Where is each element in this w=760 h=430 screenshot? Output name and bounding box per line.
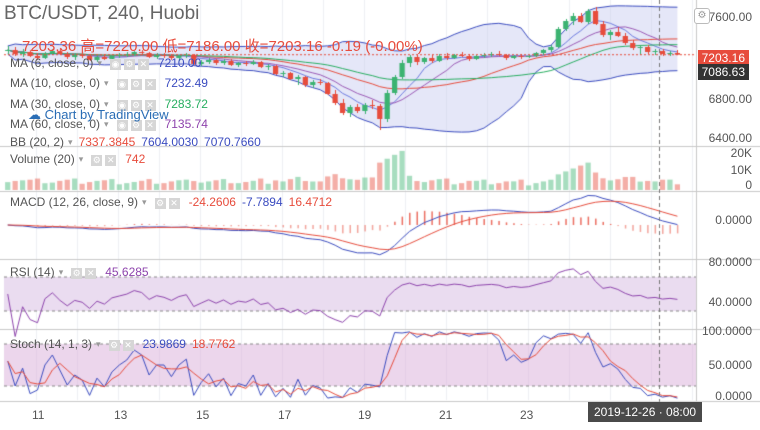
chevron-down-icon[interactable]: ▾ <box>96 339 101 350</box>
stoch-label[interactable]: Stoch (14, 1, 3) <box>10 337 93 351</box>
settings-icon[interactable]: ⚙ <box>123 59 135 71</box>
chevron-down-icon[interactable]: ▾ <box>142 197 147 208</box>
chevron-down-icon[interactable]: ▾ <box>104 78 109 89</box>
stoch-k: 23.9869 <box>142 337 186 351</box>
rsi-label[interactable]: RSI (14) <box>10 265 55 279</box>
settings-icon[interactable]: ⚙ <box>108 340 120 352</box>
x-axis-label: 13 <box>114 408 128 422</box>
macd-label[interactable]: MACD (12, 26, close, 9) <box>10 195 139 209</box>
crosshair-date-tag: 2019-12-26 · 08:00 <box>588 402 703 422</box>
crosshair-price-tag: 7086.63 <box>697 64 749 80</box>
price-axis-label: 6800.00 <box>708 92 752 106</box>
eye-icon[interactable]: ◉ <box>116 120 128 132</box>
macd-axis-label: 0.0000 <box>715 213 752 227</box>
settings-icon[interactable]: ⚙ <box>130 100 142 112</box>
volume-label[interactable]: Volume (20) <box>10 152 75 166</box>
eye-icon[interactable]: ◉ <box>116 100 128 112</box>
stoch-axis-label: 100.0000 <box>701 324 752 338</box>
ma6-value: 7210.00 <box>157 56 202 70</box>
macd-histogram: -24.2606 <box>188 195 236 209</box>
volume-axis-label: 20K <box>730 146 752 160</box>
x-axis-label: 19 <box>358 408 372 422</box>
stoch-d: 18.7762 <box>191 337 236 351</box>
ma30-label[interactable]: MA (30, close, 0) <box>10 97 101 111</box>
ma60-label[interactable]: MA (60, close, 0) <box>10 117 101 131</box>
settings-icon[interactable]: ⚙ <box>91 155 103 167</box>
close-icon[interactable]: ✕ <box>144 100 156 112</box>
legend-rsi: RSI (14) ▾ ⚙ ✕ 45.6285 <box>10 265 149 280</box>
legend-ma6: MA (6, close, 0) ▾ ◉ ⚙ ✕ 7210.00 <box>10 56 201 71</box>
x-axis-label: 11 <box>32 408 45 422</box>
ma10-label[interactable]: MA (10, close, 0) <box>10 76 101 90</box>
interval[interactable]: 240 <box>107 3 140 24</box>
eye-icon[interactable]: ◉ <box>116 79 128 91</box>
legend-ma30: MA (30, close, 0) ▾ ◉ ⚙ ✕ 7283.72 <box>10 97 208 112</box>
legend-ma60: MA (60, close, 0) ▾ ◉ ⚙ ✕ 7135.74 <box>10 117 208 132</box>
symbol[interactable]: BTC/USDT <box>4 3 97 24</box>
symbol-header: BTC/USDT, 240, Huobi <box>4 3 200 24</box>
legend-ma10: MA (10, close, 0) ▾ ◉ ⚙ ✕ 7232.49 <box>10 76 208 91</box>
x-axis-label: 23 <box>520 408 534 422</box>
tradingview-watermark[interactable]: ☁ Chart by TradingView <box>28 107 169 123</box>
settings-icon[interactable]: ⚙ <box>154 198 166 210</box>
settings-icon[interactable]: ⚙ <box>130 120 142 132</box>
chevron-down-icon[interactable]: ▾ <box>68 137 73 148</box>
exchange: Huobi <box>149 3 200 24</box>
bb-lower: 7070.7660 <box>204 135 261 149</box>
eye-icon[interactable]: ◉ <box>109 59 121 71</box>
chevron-down-icon[interactable]: ▾ <box>104 119 109 130</box>
close-icon[interactable]: ✕ <box>168 198 180 210</box>
bb-basis: 7337.3845 <box>78 135 136 149</box>
rsi-value: 45.6285 <box>105 265 149 279</box>
price-axis-label: 6400.00 <box>708 131 752 145</box>
legend-macd: MACD (12, 26, close, 9) ▾ ⚙ ✕ -24.2606 -7.789… <box>10 195 332 210</box>
x-axis-label: 15 <box>196 408 210 422</box>
rsi-axis-label: 40.0000 <box>708 295 752 309</box>
volume-axis-label: 0 <box>745 178 752 192</box>
price-axis-label: 7600.00 <box>708 10 752 24</box>
ohlc-readout: 7203.36 高=7220.00 低=7186.00 收=7203.16 -0… <box>22 38 423 55</box>
settings-icon[interactable]: ⚙ <box>130 79 142 91</box>
rsi-axis-label: 80.0000 <box>708 255 752 269</box>
ma30-value: 7283.72 <box>164 97 208 111</box>
tradingview-logo-icon: ☁ <box>28 107 45 122</box>
settings-icon[interactable]: ⚙ <box>694 8 710 24</box>
close-icon[interactable]: ✕ <box>144 79 156 91</box>
watermark-text: Chart by TradingView <box>44 107 169 122</box>
macd-line: -7.7894 <box>241 195 283 209</box>
stoch-axis-label: 0.0000 <box>715 389 752 403</box>
x-axis-label: 21 <box>439 408 453 422</box>
volume-axis-label: 10K <box>730 163 752 177</box>
bb-upper: 7604.0030 <box>141 135 199 149</box>
volume-value: 742 <box>125 152 146 166</box>
chevron-down-icon[interactable]: ▾ <box>97 58 102 69</box>
x-axis-label: 17 <box>278 408 292 422</box>
close-icon[interactable]: ✕ <box>85 268 97 280</box>
last-price-tag: 7203.16 <box>697 50 749 66</box>
chevron-down-icon[interactable]: ▾ <box>104 99 109 110</box>
close-icon[interactable]: ✕ <box>105 155 117 167</box>
chevron-down-icon[interactable]: ▾ <box>58 267 64 278</box>
stoch-axis-label: 50.0000 <box>708 358 752 372</box>
legend-bb: BB (20, 2) ▾ 7337.3845 7604.0030 7070.7660 <box>10 135 261 149</box>
ma10-value: 7232.49 <box>164 76 208 90</box>
close-icon[interactable]: ✕ <box>144 120 156 132</box>
macd-signal: 16.4712 <box>288 195 333 209</box>
close-icon[interactable]: ✕ <box>122 340 134 352</box>
legend-stoch: Stoch (14, 1, 3) ▾ ⚙ ✕ 23.9869 18.7762 <box>10 337 235 352</box>
bb-label[interactable]: BB (20, 2) <box>10 135 65 149</box>
legend-volume: Volume (20) ▾ ⚙ ✕ 742 <box>10 152 145 167</box>
settings-icon[interactable]: ⚙ <box>71 268 83 280</box>
ma60-value: 7135.74 <box>164 117 208 131</box>
chevron-down-icon[interactable]: ▾ <box>78 154 84 165</box>
ma6-label[interactable]: MA (6, close, 0) <box>10 56 94 70</box>
close-icon[interactable]: ✕ <box>137 59 149 71</box>
